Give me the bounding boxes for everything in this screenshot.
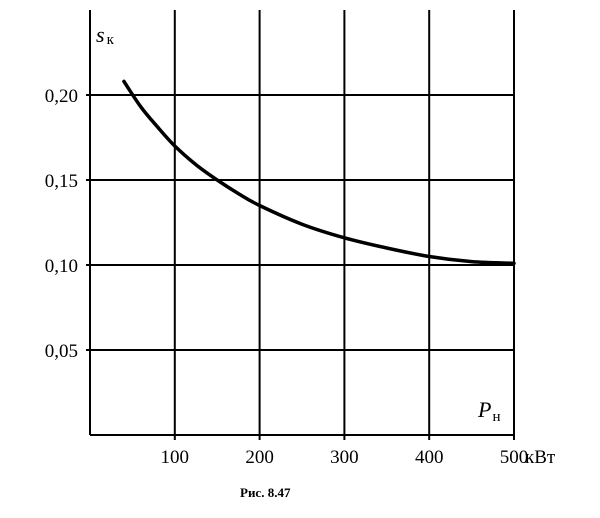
y-tick-label: 0,10 xyxy=(45,256,78,277)
y-axis-label-main: s xyxy=(96,22,105,47)
y-tick-label: 0,05 xyxy=(45,341,78,362)
y-axis-label-subscript: к xyxy=(107,32,115,48)
x-axis-label-main: P xyxy=(477,397,491,422)
series-curve xyxy=(122,79,516,266)
x-axis-label: Pн xyxy=(477,397,500,425)
grid xyxy=(86,10,515,435)
x-tick-label: 100 xyxy=(161,447,190,468)
y-tick-label: 0,20 xyxy=(45,86,78,107)
x-tick-label: 200 xyxy=(245,447,274,468)
figure-caption: Рис. 8.47 xyxy=(240,485,291,500)
axes xyxy=(89,10,515,440)
series xyxy=(122,79,516,266)
x-axis-label-subscript: н xyxy=(492,409,500,425)
y-tick-label: 0,15 xyxy=(45,171,78,192)
x-tick-label: 400 xyxy=(415,447,444,468)
x-axis-unit-label: кВт xyxy=(525,447,556,468)
x-tick-label: 500 xyxy=(500,447,529,468)
tick-labels: 100 200 300 400 500 0,05 0,10 0,15 0,20 xyxy=(45,86,529,468)
x-tick-label: 300 xyxy=(330,447,359,468)
